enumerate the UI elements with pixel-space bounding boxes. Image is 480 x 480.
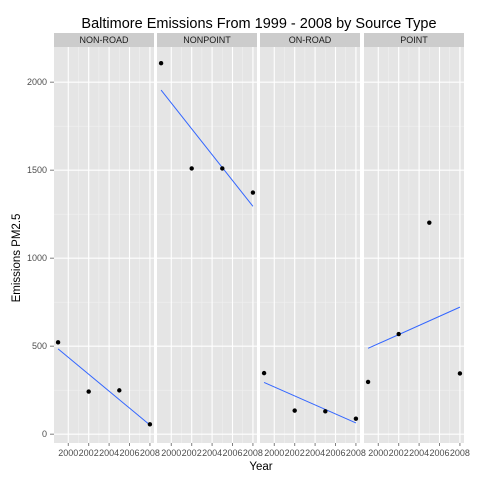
panel-background xyxy=(364,47,464,443)
x-tick-label: 2004 xyxy=(305,448,325,458)
facet-strip-label: NON-ROAD xyxy=(80,35,129,45)
x-tick-label: 2006 xyxy=(325,448,345,458)
facet-strip-label: POINT xyxy=(400,35,428,45)
data-point xyxy=(220,166,225,171)
facet-panel: NONPOINT 2000 2002 2004 2006 2008 xyxy=(157,33,263,458)
data-point xyxy=(147,422,153,427)
data-point xyxy=(396,331,401,337)
data-point xyxy=(427,220,432,225)
x-tick-label: 2006 xyxy=(119,448,139,458)
data-point xyxy=(261,370,267,376)
facet-strip-label: ON-ROAD xyxy=(289,35,332,45)
facet-strip xyxy=(260,33,360,47)
panel-background xyxy=(157,47,257,443)
x-tick-label: 2004 xyxy=(202,448,222,458)
x-tick-label: 2006 xyxy=(222,448,242,458)
x-axis-title: Year xyxy=(249,461,272,473)
data-point xyxy=(189,166,194,171)
data-point xyxy=(55,340,61,345)
trend-line xyxy=(160,89,254,207)
data-point xyxy=(86,389,91,394)
y-axis-title: Emissions PM2.5 xyxy=(11,214,23,303)
data-point xyxy=(353,416,359,421)
y-tick-label: 0 xyxy=(42,429,47,439)
data-point xyxy=(365,379,371,385)
x-tick-label: 2000 xyxy=(368,448,388,458)
facet-panel: POINT 2000 2002 2004 2006 2008 xyxy=(364,33,470,458)
x-tick-label: 2008 xyxy=(450,448,470,458)
y-tick-label: 500 xyxy=(32,341,47,351)
x-tick-label: 2006 xyxy=(429,448,449,458)
x-tick-label: 2002 xyxy=(79,448,99,458)
x-tick-label: 2008 xyxy=(140,448,160,458)
data-point xyxy=(250,190,256,195)
x-tick-label: 2002 xyxy=(285,448,305,458)
x-tick-label: 2008 xyxy=(346,448,366,458)
data-point xyxy=(323,409,328,414)
chart-title: Baltimore Emissions From 1999 - 2008 by … xyxy=(81,16,436,32)
y-tick-label: 2000 xyxy=(27,77,47,87)
data-point xyxy=(158,60,164,66)
facet-strip xyxy=(364,33,464,47)
x-tick-label: 2004 xyxy=(99,448,119,458)
x-tick-label: 2000 xyxy=(264,448,284,458)
trend-line xyxy=(57,348,151,426)
facet-panel: NON-ROAD 2000 2002 2004 2006 2008 xyxy=(54,33,160,458)
facet-strip xyxy=(54,33,154,47)
x-tick-label: 2008 xyxy=(243,448,263,458)
y-tick-label: 1500 xyxy=(27,165,47,175)
x-tick-label: 2004 xyxy=(409,448,429,458)
panel-background xyxy=(260,47,360,443)
trend-line xyxy=(263,381,357,424)
facet-strip-label: NONPOINT xyxy=(183,35,231,45)
panel-background xyxy=(54,47,154,443)
data-point xyxy=(292,408,297,413)
facet-panel: ON-ROAD 2000 2002 2004 2006 2008 xyxy=(260,33,366,458)
x-tick-label: 2002 xyxy=(389,448,409,458)
x-tick-label: 2002 xyxy=(182,448,202,458)
x-tick-label: 2000 xyxy=(161,448,181,458)
y-tick-label: 1000 xyxy=(27,253,47,263)
y-axis: 0 500 1000 1500 2000 xyxy=(27,77,54,439)
facet-strip xyxy=(157,33,257,47)
trend-line xyxy=(367,306,461,349)
x-tick-label: 2000 xyxy=(58,448,78,458)
data-point xyxy=(117,388,122,393)
data-point xyxy=(457,371,463,376)
